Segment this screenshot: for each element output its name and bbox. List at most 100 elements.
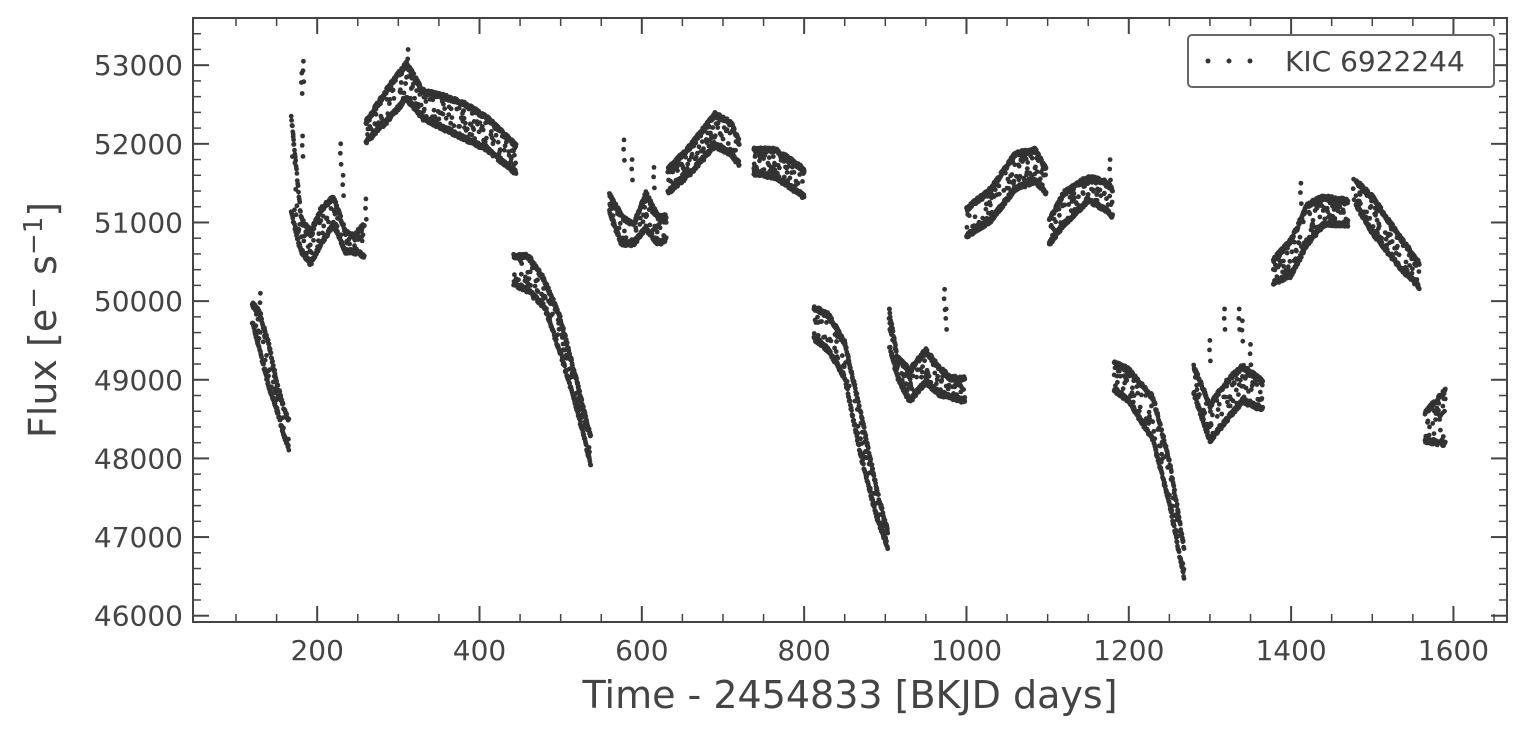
flux-point bbox=[922, 358, 928, 364]
flux-point bbox=[347, 241, 352, 247]
flux-point bbox=[261, 361, 266, 367]
flux-point bbox=[1003, 170, 1008, 176]
flux-point bbox=[253, 323, 259, 329]
flux-point bbox=[712, 133, 718, 139]
flux-point bbox=[266, 373, 271, 379]
flux-point bbox=[270, 363, 276, 368]
flux-point bbox=[519, 261, 525, 266]
flux-point bbox=[961, 387, 966, 392]
flux-point bbox=[689, 151, 695, 157]
flux-point bbox=[321, 223, 327, 229]
flux-point bbox=[849, 407, 854, 413]
flux-point bbox=[462, 120, 468, 126]
flux-point bbox=[819, 319, 824, 324]
flux-point bbox=[528, 283, 533, 288]
flux-point bbox=[588, 462, 594, 468]
flux-point bbox=[291, 141, 297, 147]
flux-point bbox=[696, 144, 702, 150]
flux-point bbox=[328, 206, 334, 211]
flux-point bbox=[884, 538, 889, 544]
flux-point bbox=[495, 139, 501, 145]
flux-point bbox=[887, 344, 893, 350]
flux-point bbox=[815, 333, 821, 338]
flux-point bbox=[338, 232, 344, 238]
flux-point bbox=[297, 199, 303, 205]
flux-point bbox=[640, 219, 646, 225]
flux-point bbox=[787, 175, 793, 181]
flux-point bbox=[411, 71, 417, 77]
flux-point bbox=[725, 141, 731, 146]
flux-point bbox=[885, 530, 891, 536]
flux-point bbox=[920, 364, 925, 369]
flux-point bbox=[791, 169, 797, 175]
flux-point bbox=[850, 413, 856, 418]
flux-point bbox=[513, 160, 518, 166]
flux-point bbox=[893, 349, 899, 354]
flux-point bbox=[919, 374, 924, 380]
flux-point bbox=[440, 111, 446, 117]
flux-point bbox=[1080, 191, 1086, 197]
flux-point bbox=[844, 379, 850, 384]
flux-point bbox=[436, 116, 442, 122]
flux-point bbox=[710, 125, 716, 130]
flux-point bbox=[885, 546, 891, 552]
flux-point bbox=[693, 140, 699, 146]
flux-point bbox=[412, 95, 417, 101]
flux-point bbox=[939, 378, 945, 383]
flux-point bbox=[1085, 192, 1091, 197]
flux-point bbox=[992, 187, 998, 193]
flux-point bbox=[766, 155, 772, 161]
flux-point bbox=[876, 492, 881, 497]
flux-point bbox=[324, 215, 330, 221]
flux-point bbox=[784, 170, 790, 175]
flux-point bbox=[512, 152, 517, 158]
flux-point bbox=[564, 340, 570, 346]
flux-point bbox=[914, 374, 919, 380]
flux-point bbox=[731, 126, 737, 132]
flux-point bbox=[286, 416, 292, 422]
flux-point bbox=[663, 215, 669, 221]
flux-point bbox=[1016, 163, 1022, 169]
flux-point bbox=[1024, 166, 1030, 172]
flux-point bbox=[387, 97, 393, 102]
flux-point bbox=[318, 218, 324, 224]
flux-point bbox=[633, 228, 639, 233]
flux-point bbox=[617, 221, 623, 226]
flux-point bbox=[493, 132, 499, 138]
flux-point bbox=[1076, 194, 1081, 200]
flux-point bbox=[1009, 172, 1015, 177]
flux-point bbox=[847, 398, 853, 404]
flux-point bbox=[996, 191, 1002, 197]
flux-point bbox=[286, 436, 291, 442]
flux-point bbox=[449, 115, 455, 120]
flux-point bbox=[588, 432, 594, 438]
flux-point bbox=[298, 209, 303, 214]
flux-point bbox=[338, 213, 344, 219]
flux-point bbox=[889, 321, 895, 327]
flux-point bbox=[292, 147, 297, 153]
flux-point bbox=[260, 339, 266, 345]
flux-point bbox=[867, 485, 873, 491]
flux-point bbox=[553, 337, 559, 342]
flux-point bbox=[262, 357, 268, 363]
flux-point bbox=[865, 445, 871, 451]
flux-point bbox=[267, 367, 273, 373]
flux-point bbox=[586, 445, 592, 450]
flux-point bbox=[398, 80, 404, 85]
flux-point bbox=[390, 87, 396, 93]
flux-point bbox=[879, 505, 885, 511]
flux-point bbox=[296, 227, 302, 232]
data-points bbox=[249, 47, 1448, 581]
flux-point bbox=[289, 118, 294, 123]
flux-point bbox=[310, 230, 316, 236]
flux-point bbox=[654, 229, 660, 235]
flux-point bbox=[622, 228, 627, 234]
flux-point bbox=[484, 135, 489, 141]
flux-point bbox=[294, 166, 299, 172]
flux-point bbox=[736, 141, 742, 147]
flux-point bbox=[267, 346, 273, 352]
flux-point bbox=[623, 235, 629, 241]
flux-point bbox=[275, 383, 281, 388]
flux-point bbox=[360, 232, 366, 238]
flux-point bbox=[733, 147, 738, 153]
